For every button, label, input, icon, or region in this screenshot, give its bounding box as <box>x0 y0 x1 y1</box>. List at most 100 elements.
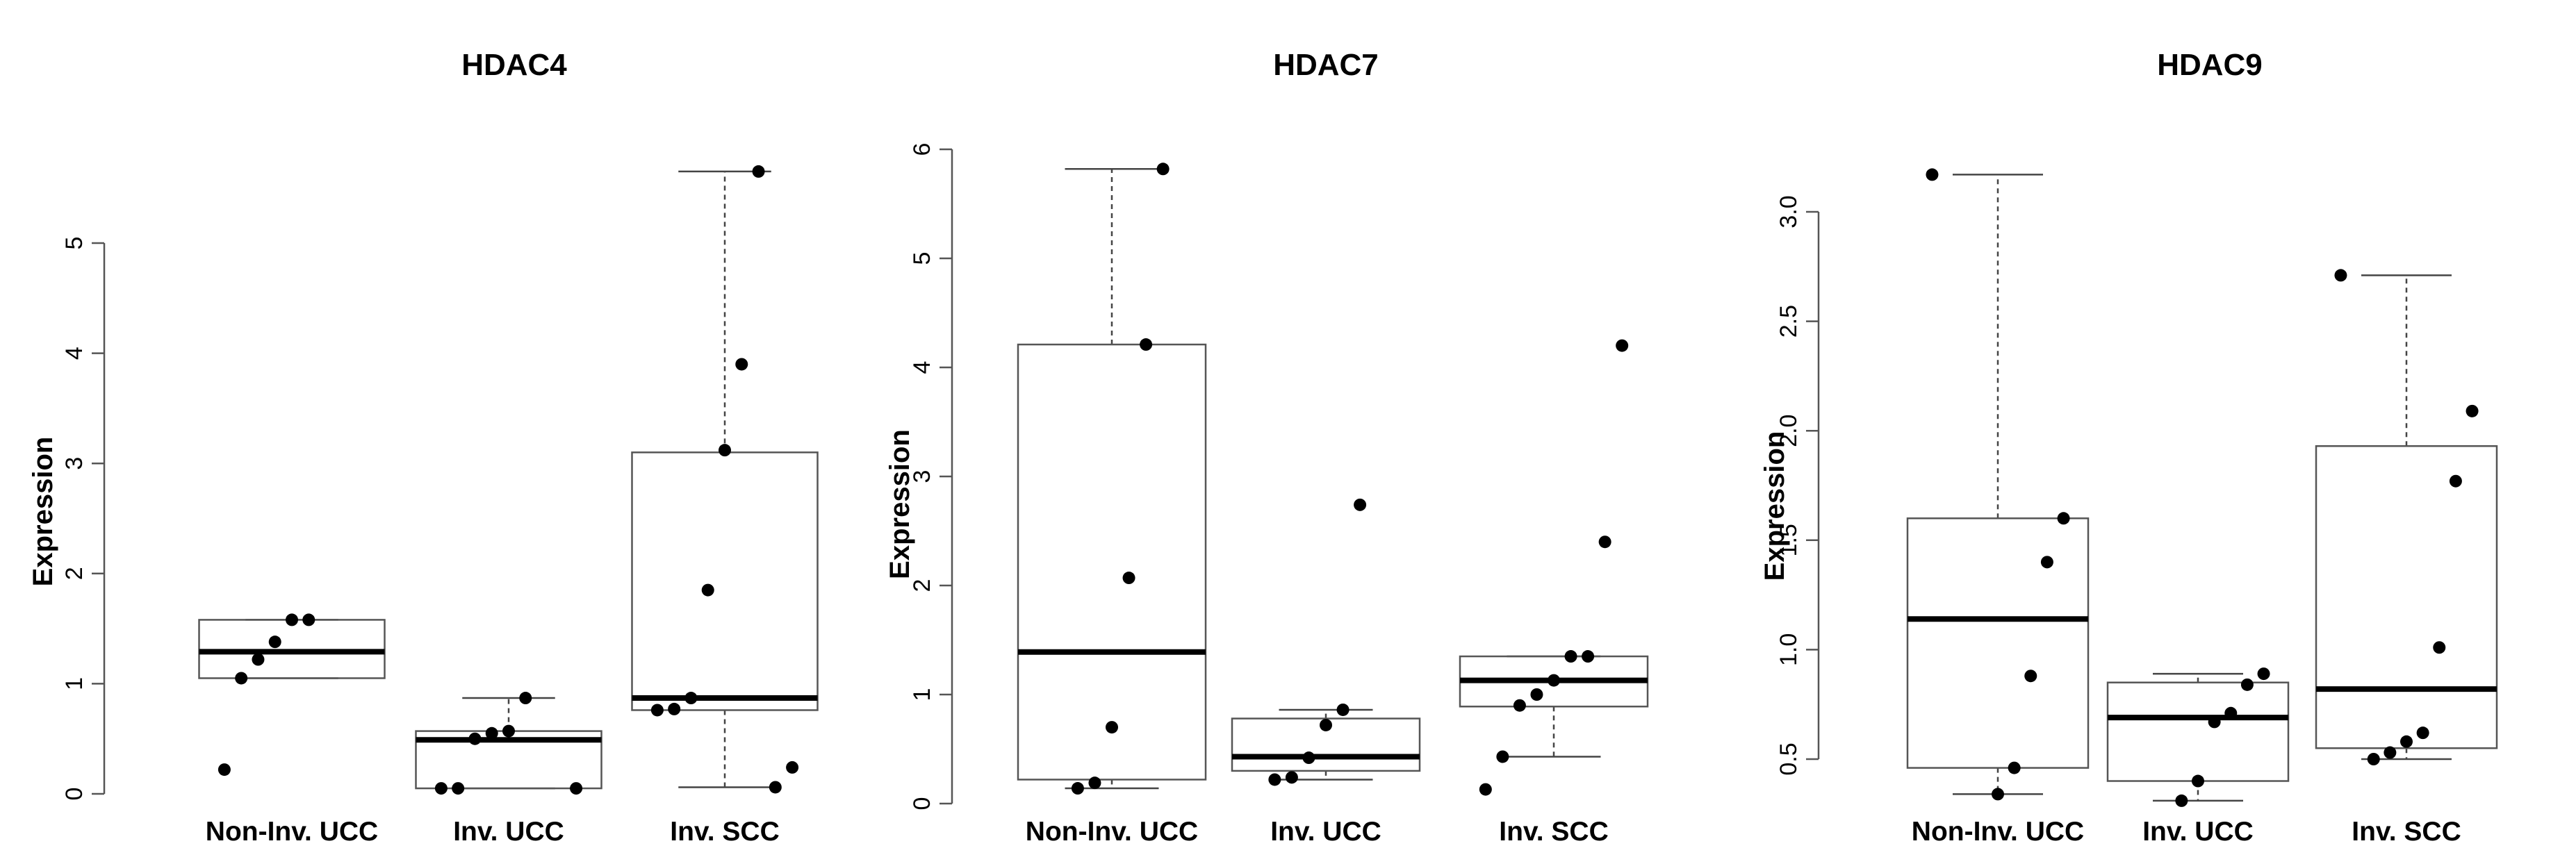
data-point <box>452 782 465 795</box>
data-point <box>2384 746 2397 759</box>
y-axis-label: Expression <box>885 429 915 579</box>
data-point <box>1598 535 1611 549</box>
box-3: Inv. SCC <box>1459 339 1649 847</box>
iqr-box <box>2106 681 2290 782</box>
y-tick-label: 6 <box>909 143 935 156</box>
y-tick-label: 3 <box>909 470 935 483</box>
data-point <box>1582 650 1595 663</box>
x-category-label: Inv. UCC <box>2142 817 2254 847</box>
y-tick-label: 1.5 <box>1775 524 1802 556</box>
data-point <box>1548 674 1560 687</box>
box-2: Inv. UCC <box>415 692 602 847</box>
data-point <box>1479 783 1492 796</box>
data-point <box>752 165 765 178</box>
iqr-box <box>2315 445 2498 749</box>
data-point <box>650 704 664 717</box>
y-tick-label: 0 <box>909 797 935 811</box>
data-point <box>1268 773 1281 786</box>
data-point <box>786 761 799 774</box>
x-category-label: Inv. SCC <box>2352 817 2461 847</box>
data-point <box>719 444 731 457</box>
data-point <box>769 781 782 794</box>
y-tick-label: 2 <box>61 567 88 580</box>
data-point <box>2416 726 2429 740</box>
data-point <box>701 583 714 597</box>
data-point <box>1354 498 1367 511</box>
data-point <box>1156 163 1170 176</box>
data-point <box>434 782 448 795</box>
data-point <box>1320 718 1332 731</box>
chart-title: HDAC9 <box>2157 48 2263 82</box>
box-3: Inv. SCC <box>2315 269 2498 847</box>
y-tick-label: 5 <box>909 252 935 265</box>
iqr-box <box>1231 717 1421 772</box>
data-point <box>1530 688 1543 701</box>
y-tick-label: 0 <box>61 788 88 801</box>
data-point <box>519 692 532 705</box>
x-category-label: Inv. SCC <box>670 817 779 847</box>
y-tick-label: 3.0 <box>1775 195 1802 228</box>
data-point <box>2208 715 2221 729</box>
data-point <box>1496 750 1509 763</box>
data-point <box>286 613 298 626</box>
data-point <box>2449 474 2462 488</box>
x-category-label: Non-Inv. UCC <box>206 817 378 847</box>
data-point <box>2224 706 2238 720</box>
data-point <box>2433 641 2446 654</box>
x-category-label: Inv. UCC <box>1270 817 1381 847</box>
data-point <box>268 635 281 649</box>
x-category-label: Inv. SCC <box>1499 817 1608 847</box>
data-point <box>1336 703 1349 716</box>
data-point <box>2257 667 2270 681</box>
y-tick-label: 5 <box>61 237 88 250</box>
data-point <box>485 726 498 740</box>
data-point <box>2008 761 2021 774</box>
panel-hdac4: HDAC4 Expression 0 1 2 3 4 5 Non-Inv. UCC Inv. UC… <box>28 48 819 847</box>
y-tick-label: 1 <box>61 677 88 690</box>
data-point <box>502 724 515 738</box>
data-point <box>1302 751 1315 765</box>
data-point <box>2040 556 2053 569</box>
data-point <box>1088 776 1101 790</box>
y-tick-label: 3 <box>61 457 88 470</box>
y-tick-label: 4 <box>61 347 88 360</box>
data-point <box>1992 788 2004 801</box>
panel-hdac7: HDAC7 Expression 0 1 2 3 4 5 6 Non-Inv. UCC Inv. U… <box>885 48 1649 847</box>
x-category-label: Non-Inv. UCC <box>1912 817 2084 847</box>
box-2: Inv. UCC <box>1231 498 1421 847</box>
iqr-box <box>1906 517 2090 769</box>
data-point <box>2175 794 2188 807</box>
panel-hdac9: HDAC9 Expression 0.5 1.0 1.5 2.0 2.5 3.0 Non-Inv… <box>1759 48 2498 847</box>
y-axis: 0.5 1.0 1.5 2.0 2.5 3.0 <box>1775 195 1820 776</box>
box-1: Non-Inv. UCC <box>1906 168 2090 847</box>
data-point <box>1616 339 1629 352</box>
box-1: Non-Inv. UCC <box>198 613 386 847</box>
data-point <box>2057 512 2070 525</box>
y-tick-label: 0.5 <box>1775 742 1802 775</box>
data-point <box>735 358 748 371</box>
y-axis-label: Expression <box>1759 431 1790 581</box>
data-point <box>1140 338 1153 351</box>
y-tick-label: 1 <box>909 688 935 701</box>
box-3: Inv. SCC <box>631 165 819 847</box>
data-point <box>1122 572 1135 585</box>
data-point <box>1513 699 1526 712</box>
data-point <box>2334 269 2347 282</box>
data-point <box>1106 721 1118 734</box>
data-point <box>468 732 482 745</box>
data-point <box>2240 678 2254 691</box>
data-point <box>1564 650 1577 663</box>
data-point <box>2466 404 2479 417</box>
y-tick-label: 4 <box>909 361 935 374</box>
data-point <box>2367 753 2380 765</box>
data-point <box>684 692 698 705</box>
data-point <box>668 702 681 715</box>
y-tick-label: 2.5 <box>1775 305 1802 338</box>
y-tick-label: 2 <box>909 579 935 592</box>
box-1: Non-Inv. UCC <box>1017 163 1207 847</box>
data-point <box>252 653 265 666</box>
x-category-label: Non-Inv. UCC <box>1026 817 1198 847</box>
x-category-label: Inv. UCC <box>453 817 564 847</box>
chart-title: HDAC7 <box>1273 48 1379 82</box>
